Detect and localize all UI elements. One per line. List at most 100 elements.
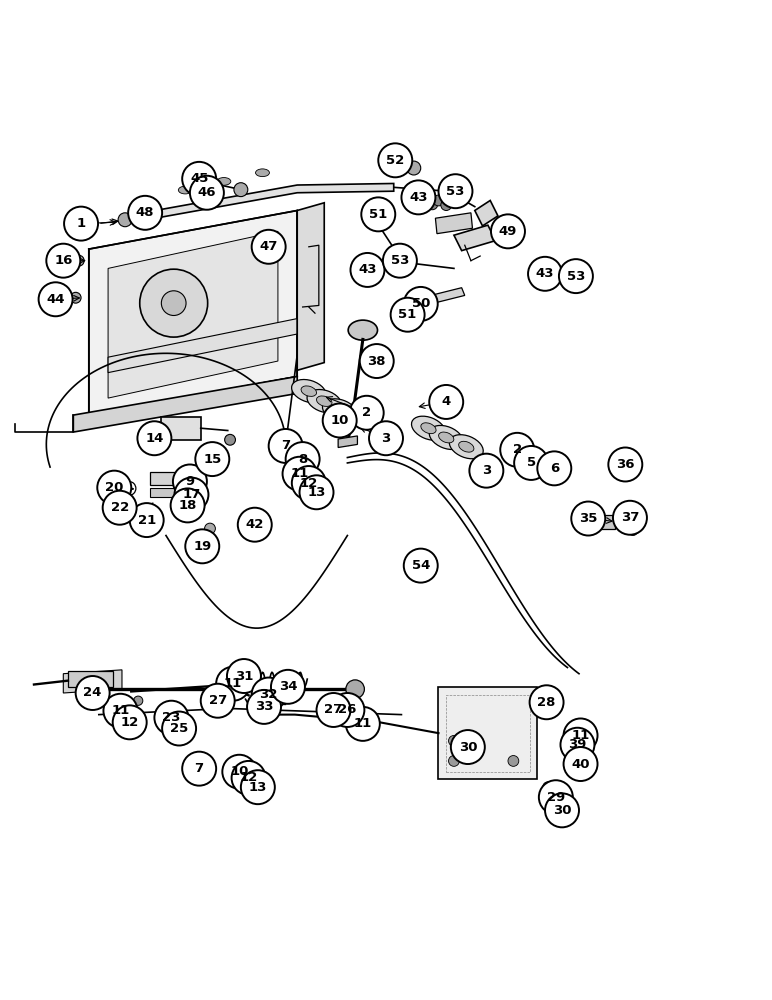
Polygon shape [415, 288, 465, 307]
Text: 53: 53 [391, 254, 409, 267]
Circle shape [323, 403, 357, 437]
Circle shape [117, 696, 127, 705]
Text: 24: 24 [83, 686, 102, 700]
Circle shape [182, 752, 216, 786]
Text: 12: 12 [300, 477, 318, 490]
Text: 2: 2 [513, 443, 522, 456]
Polygon shape [63, 670, 122, 693]
Circle shape [238, 508, 272, 542]
Bar [438, 687, 537, 779]
Ellipse shape [292, 379, 326, 403]
Text: 43: 43 [536, 267, 554, 280]
Circle shape [613, 501, 647, 535]
Circle shape [241, 770, 275, 804]
Text: 53: 53 [567, 270, 585, 283]
Bar [150, 488, 179, 497]
Circle shape [46, 244, 80, 278]
Text: 13: 13 [249, 781, 267, 794]
Circle shape [76, 676, 110, 710]
Ellipse shape [256, 169, 269, 177]
Text: 35: 35 [579, 512, 598, 525]
Circle shape [385, 258, 396, 269]
Text: 44: 44 [46, 293, 65, 306]
Text: 51: 51 [398, 308, 417, 321]
Circle shape [162, 712, 196, 745]
Circle shape [537, 451, 571, 485]
Text: 46: 46 [198, 186, 216, 199]
Circle shape [185, 529, 219, 563]
Circle shape [350, 396, 384, 430]
Circle shape [235, 756, 244, 766]
Text: 19: 19 [193, 540, 212, 553]
Circle shape [232, 761, 266, 795]
Text: 17: 17 [182, 488, 201, 501]
Circle shape [103, 491, 137, 525]
Circle shape [205, 523, 215, 534]
Circle shape [174, 478, 208, 512]
Text: 2: 2 [362, 406, 371, 419]
Ellipse shape [459, 441, 474, 452]
Text: 50: 50 [411, 297, 430, 310]
Text: 40: 40 [571, 758, 590, 771]
Circle shape [360, 344, 394, 378]
Polygon shape [125, 183, 394, 224]
Ellipse shape [307, 390, 341, 413]
Circle shape [292, 466, 326, 500]
Ellipse shape [323, 399, 357, 422]
Text: 20: 20 [105, 481, 124, 494]
Text: 37: 37 [621, 511, 639, 524]
Text: 7: 7 [195, 762, 204, 775]
Text: 16: 16 [54, 254, 73, 267]
Bar [150, 472, 181, 485]
Circle shape [154, 701, 188, 735]
Ellipse shape [449, 435, 483, 459]
Text: 5: 5 [527, 456, 536, 469]
Circle shape [201, 684, 235, 718]
Circle shape [427, 199, 438, 210]
Circle shape [97, 471, 131, 505]
Circle shape [190, 176, 224, 210]
Text: 8: 8 [298, 453, 307, 466]
Text: 10: 10 [330, 414, 349, 427]
Circle shape [500, 433, 534, 467]
Circle shape [247, 690, 281, 724]
Polygon shape [73, 376, 297, 432]
Text: 27: 27 [324, 703, 343, 716]
Polygon shape [338, 436, 357, 448]
Circle shape [564, 747, 598, 781]
Polygon shape [454, 225, 496, 251]
Text: 51: 51 [369, 208, 388, 221]
Text: 11: 11 [224, 677, 242, 690]
Circle shape [628, 526, 638, 536]
Text: 52: 52 [386, 154, 405, 167]
Text: 32: 32 [259, 688, 278, 701]
Circle shape [560, 728, 594, 762]
Circle shape [433, 195, 444, 206]
Circle shape [195, 442, 229, 476]
Circle shape [451, 730, 485, 764]
Polygon shape [89, 211, 297, 415]
Circle shape [508, 756, 519, 766]
Circle shape [241, 526, 250, 536]
Circle shape [404, 287, 438, 321]
Circle shape [564, 745, 575, 756]
Text: 36: 36 [616, 458, 635, 471]
Circle shape [571, 502, 605, 536]
Circle shape [369, 421, 403, 455]
Circle shape [234, 183, 248, 197]
Circle shape [118, 213, 132, 227]
Text: 22: 22 [110, 501, 129, 514]
Text: 47: 47 [259, 240, 278, 253]
Circle shape [286, 442, 320, 476]
Polygon shape [108, 231, 278, 398]
Text: 6: 6 [550, 462, 559, 475]
Text: 3: 3 [381, 432, 391, 445]
Text: 9: 9 [185, 475, 195, 488]
Text: 43: 43 [409, 191, 428, 204]
Circle shape [103, 694, 137, 728]
Text: 25: 25 [170, 722, 188, 735]
Circle shape [128, 196, 162, 230]
Polygon shape [475, 200, 498, 226]
Circle shape [469, 454, 503, 488]
Text: 12: 12 [120, 716, 139, 729]
